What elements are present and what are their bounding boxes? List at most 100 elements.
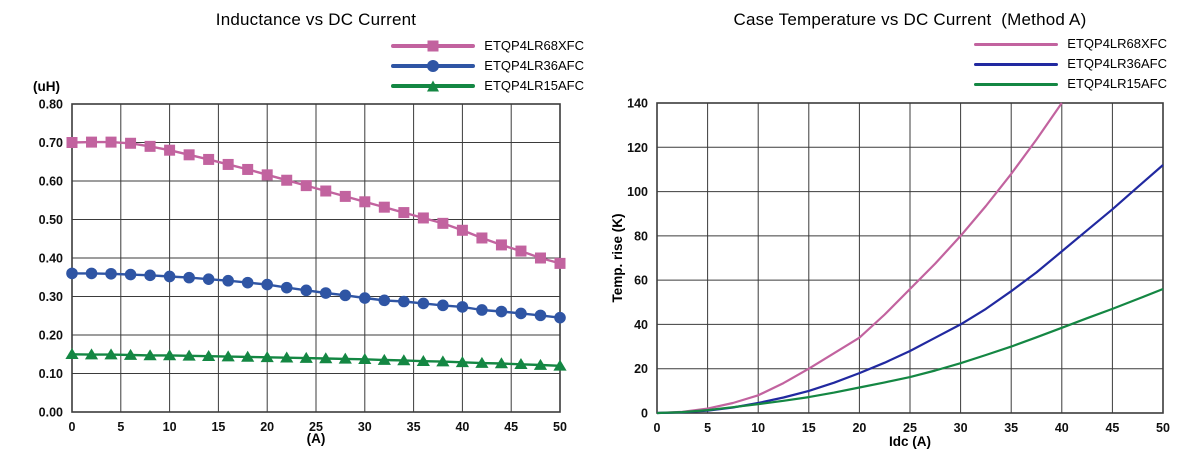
circle-marker <box>339 289 352 302</box>
temperature-legend: ETQP4LR68XFC ETQP4LR36AFC ETQP4LR15AFC <box>974 36 1167 92</box>
series-line-ETQP4LR68XFC <box>656 102 1063 415</box>
square-marker <box>105 136 117 148</box>
triangle-marker <box>436 355 450 367</box>
y-tick-label: 0.50 <box>39 213 63 227</box>
circle-marker <box>280 281 293 294</box>
y-tick-label: 120 <box>627 141 648 155</box>
circle-marker <box>378 294 391 307</box>
circle-marker <box>261 278 274 291</box>
circle-marker <box>359 292 371 304</box>
circle-marker <box>66 267 78 280</box>
square-marker <box>281 174 293 186</box>
circle-marker <box>300 284 313 297</box>
x-tick-label: 10 <box>163 420 177 434</box>
x-tick-label: 30 <box>954 421 968 435</box>
x-tick-label: 15 <box>802 421 816 435</box>
y-tick-label: 80 <box>634 229 648 243</box>
triangle-marker <box>143 349 157 361</box>
x-tick-label: 50 <box>1156 421 1170 435</box>
legend-line-sample <box>391 40 476 52</box>
x-tick-label: 10 <box>751 421 765 435</box>
x-tick-label: 0 <box>69 420 76 434</box>
circle-marker <box>202 273 215 285</box>
legend-item-ETQP4LR68XFC: ETQP4LR68XFC <box>974 36 1167 52</box>
square-marker <box>495 239 507 251</box>
circle-marker <box>398 295 410 308</box>
legend-item-ETQP4LR15AFC: ETQP4LR15AFC <box>974 76 1167 92</box>
square-marker <box>261 169 273 181</box>
x-tick-label: 25 <box>903 421 917 435</box>
triangle-marker <box>299 351 313 363</box>
legend-item-ETQP4LR68XFC: ETQP4LR68XFC <box>391 38 584 54</box>
square-marker <box>203 153 215 165</box>
y-tick-label: 0.40 <box>39 252 63 266</box>
temperature-x-axis-label: Idc (A) <box>889 434 931 449</box>
triangle-marker <box>455 356 469 368</box>
x-tick-label: 35 <box>407 420 421 434</box>
x-tick-label: 50 <box>553 420 567 434</box>
legend-label: ETQP4LR36AFC <box>484 58 584 73</box>
legend-item-ETQP4LR15AFC: ETQP4LR15AFC <box>391 78 584 94</box>
legend-label: ETQP4LR15AFC <box>484 78 584 93</box>
x-tick-label: 45 <box>1105 421 1119 435</box>
x-tick-label: 5 <box>117 420 124 434</box>
y-tick-label: 0.70 <box>39 136 63 150</box>
legend-label: ETQP4LR36AFC <box>1067 56 1167 71</box>
y-tick-label: 0.00 <box>39 406 63 420</box>
temperature-chart-title: Case Temperature vs DC Current (Method A… <box>733 10 1087 29</box>
square-marker <box>183 149 195 161</box>
triangle-marker <box>514 358 528 370</box>
square-marker <box>222 158 234 170</box>
circle-marker <box>476 304 488 316</box>
x-tick-label: 45 <box>504 420 518 434</box>
triangle-marker <box>241 350 255 362</box>
series-line-ETQP4LR15AFC <box>656 287 1164 415</box>
circle-marker <box>534 309 547 322</box>
x-tick-label: 20 <box>260 420 274 434</box>
triangle-marker <box>280 351 294 363</box>
x-tick-label: 5 <box>704 421 711 435</box>
inductance-chart-title: Inductance vs DC Current <box>215 10 417 29</box>
triangle-marker <box>221 350 235 362</box>
circle-marker <box>183 271 195 284</box>
square-marker <box>476 232 488 244</box>
triangle-marker <box>104 348 118 360</box>
square-marker <box>554 257 566 269</box>
legend-line-sample <box>974 82 1059 86</box>
square-marker <box>300 180 312 192</box>
legend-item-ETQP4LR36AFC: ETQP4LR36AFC <box>391 58 584 74</box>
circle-marker <box>456 301 469 313</box>
square-marker <box>437 217 449 229</box>
triangle-marker <box>84 348 99 360</box>
circle-marker <box>437 299 449 312</box>
square-marker <box>86 136 98 148</box>
legend-label: ETQP4LR68XFC <box>484 38 584 53</box>
triangle-marker <box>416 354 430 366</box>
legend-line-sample <box>391 60 476 72</box>
inductance-y-axis-unit-label: (uH) <box>33 79 60 94</box>
y-tick-label: 0.30 <box>39 290 63 304</box>
triangle-marker <box>260 351 274 363</box>
circle-marker <box>319 287 332 299</box>
x-tick-label: 40 <box>1055 421 1069 435</box>
inductance-x-axis-label: (A) <box>306 431 326 446</box>
inductance-plot: 0 5 10 15 20 25 30 35 40 45 50 0.00 0.10 0.20 0.30 0.40… <box>39 98 567 435</box>
square-marker <box>398 207 410 219</box>
circle-marker <box>241 276 254 289</box>
y-tick-label: 0.20 <box>39 329 63 343</box>
square-marker <box>417 212 429 224</box>
x-tick-label: 15 <box>211 420 225 434</box>
circle-marker <box>417 297 430 310</box>
triangle-marker <box>377 353 391 365</box>
y-tick-label: 140 <box>627 97 648 111</box>
legend-line-sample <box>974 42 1059 46</box>
triangle-marker <box>358 353 372 365</box>
triangle-marker <box>338 352 352 364</box>
x-tick-label: 25 <box>309 420 323 434</box>
circle-marker <box>495 305 508 318</box>
inductance-chart: Inductance vs DC Current (uH) ETQP4LR68X… <box>33 10 584 446</box>
square-marker <box>359 196 371 208</box>
triangle-marker <box>319 352 333 364</box>
circle-marker <box>515 307 527 320</box>
y-tick-label: 0.10 <box>39 367 63 381</box>
